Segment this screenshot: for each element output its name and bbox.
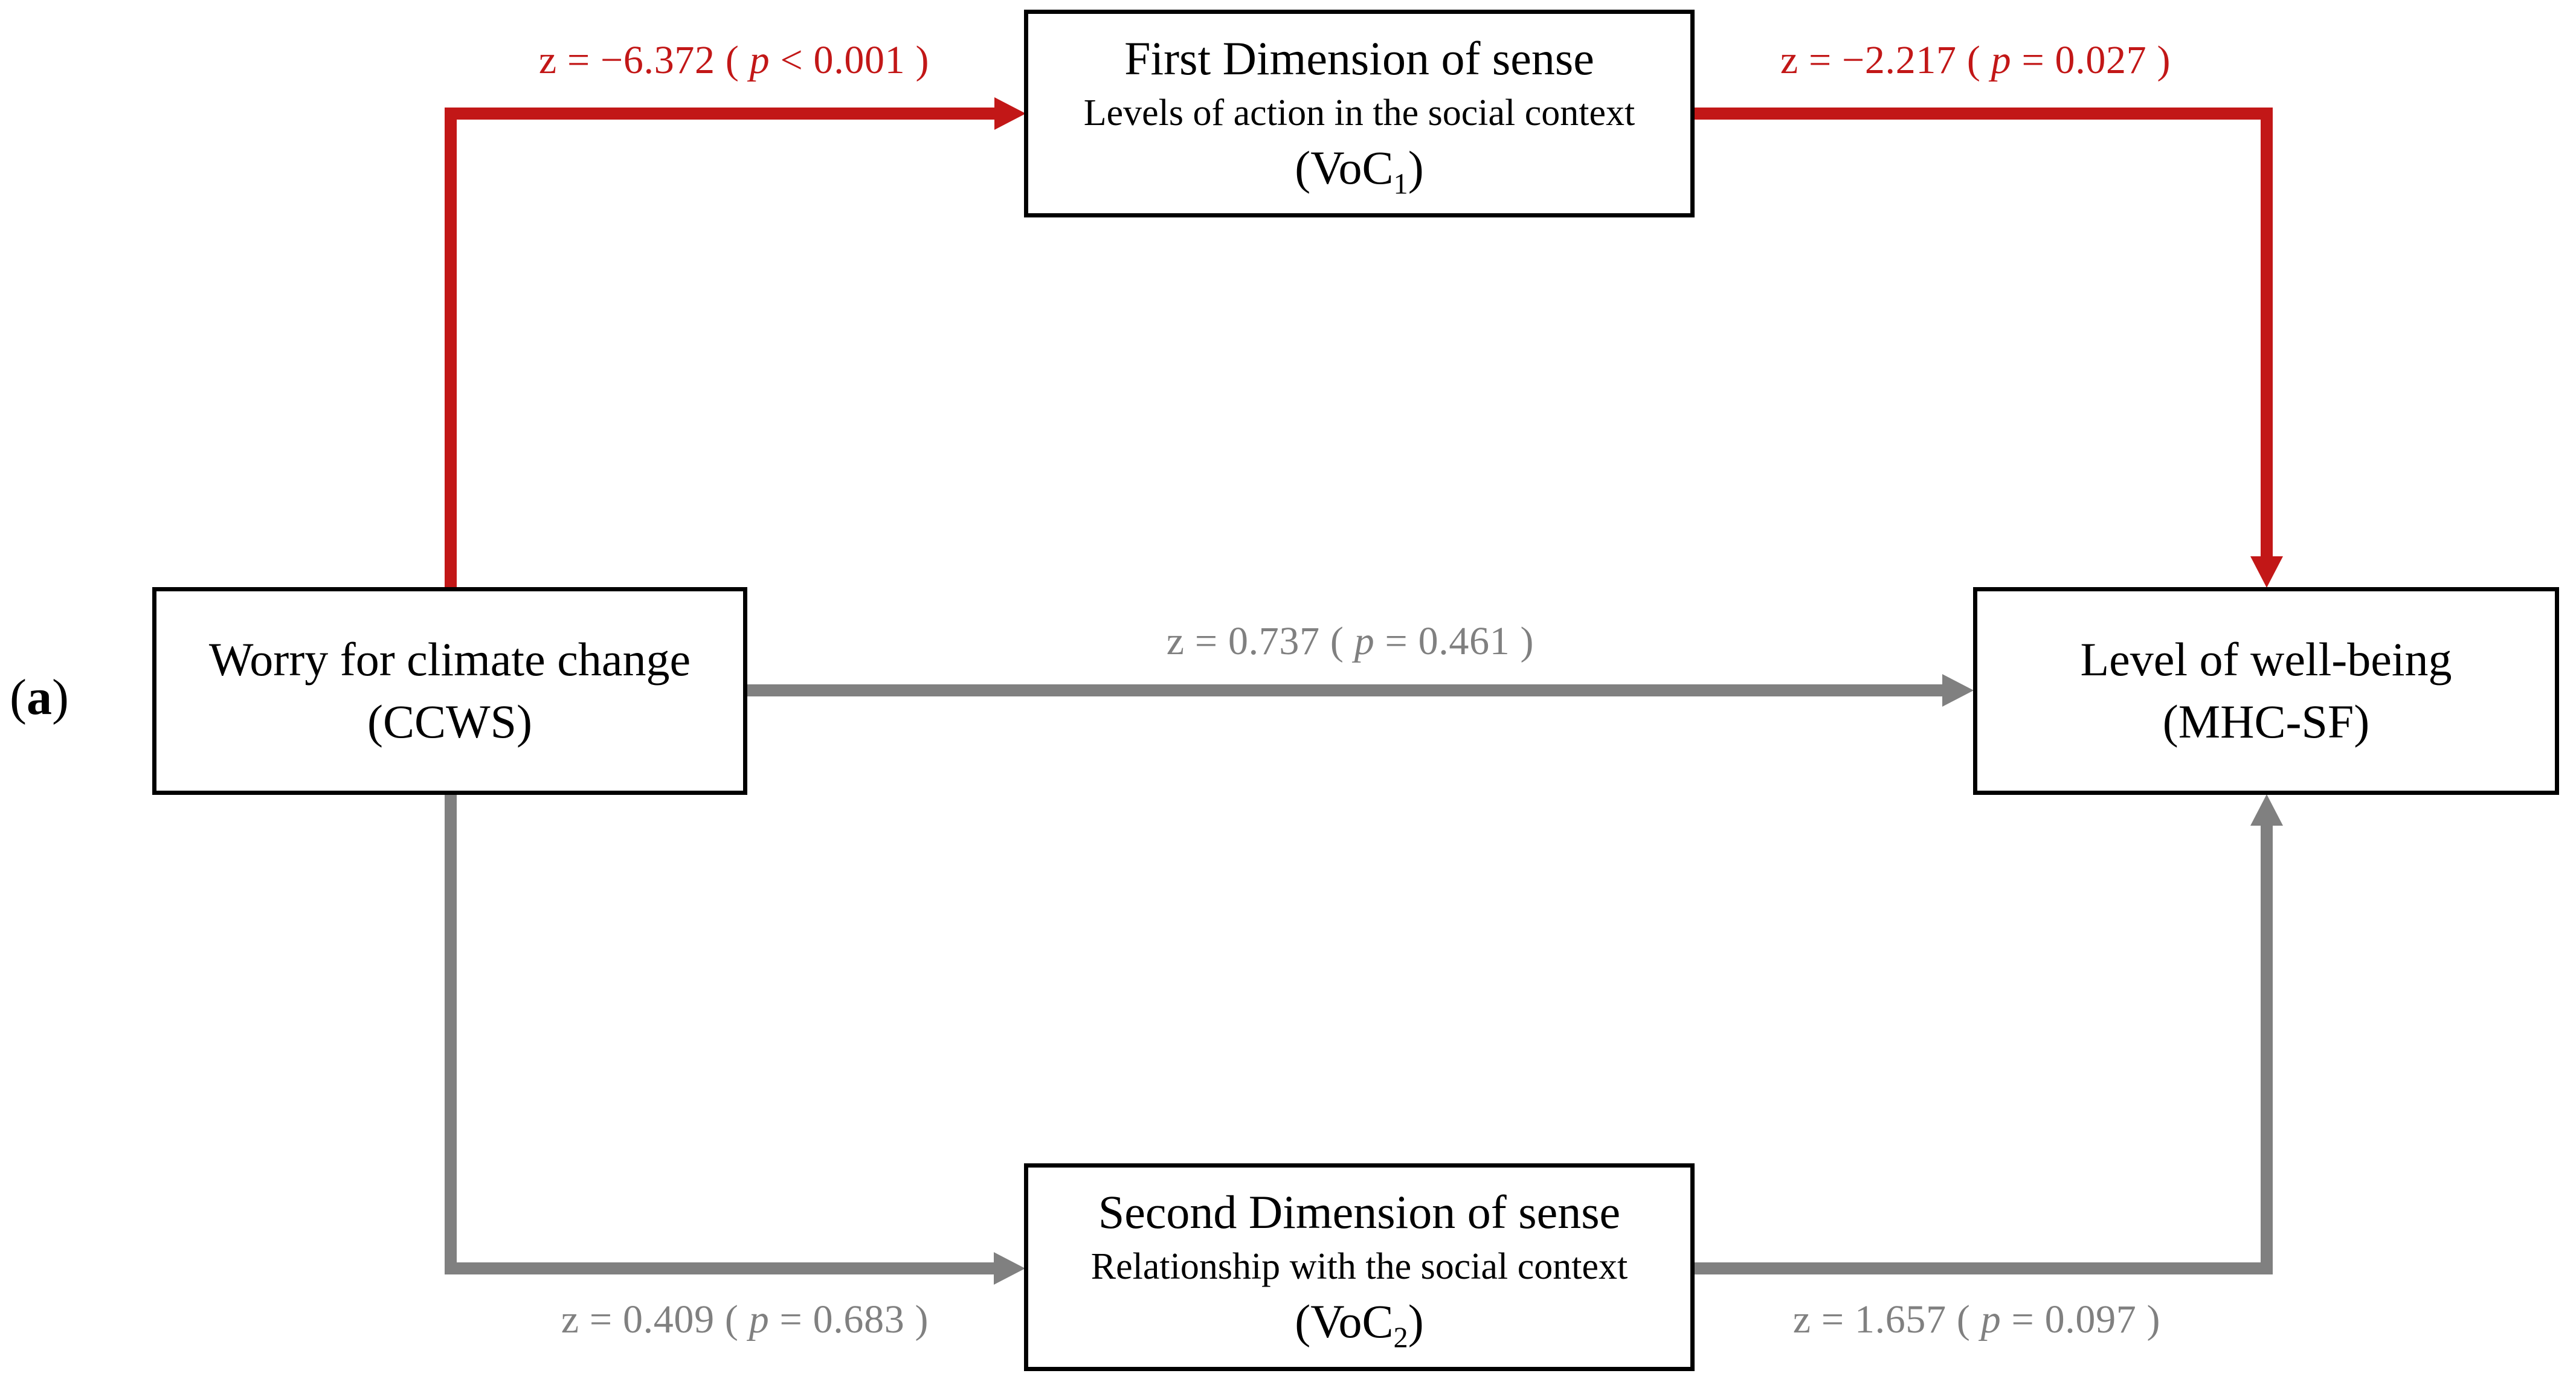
arrow-voc2-to-mhcsf-line — [1690, 822, 2273, 1274]
stat-text: z = −6.372 ( — [538, 38, 750, 82]
p-symbol: p — [1354, 619, 1375, 663]
node-ccws: Worry for climate change (CCWS) — [152, 587, 747, 795]
node-voc2-subtitle: Relationship with the social context — [1090, 1246, 1628, 1288]
voc2-abbr-subscript: 2 — [1393, 1322, 1408, 1354]
p-value: = 0.683 ) — [769, 1297, 929, 1342]
arrow-ccws-to-voc2-head-icon — [994, 1252, 1025, 1285]
node-voc1-subtitle: Levels of action in the social context — [1083, 92, 1635, 134]
voc1-abbr-subscript: 1 — [1393, 168, 1408, 201]
arrow-voc1-to-mhcsf-line — [1690, 108, 2273, 560]
node-voc2-title: Second Dimension of sense — [1098, 1186, 1621, 1239]
arrow-ccws-to-mhcsf-head-icon — [1942, 674, 1974, 707]
paren-close: ) — [51, 669, 69, 725]
node-voc1-title: First Dimension of sense — [1124, 32, 1594, 85]
node-mhcsf: Level of well-being (MHC-SF) — [1973, 587, 2559, 795]
panel-letter: a — [26, 669, 52, 725]
p-symbol: p — [749, 1297, 770, 1342]
figure-panel-label: (a) — [10, 668, 69, 727]
arrow-voc2-to-mhcsf-head-icon — [2250, 794, 2283, 826]
stat-text: z = 0.737 ( — [1166, 619, 1354, 663]
node-mhcsf-abbr: (MHC-SF) — [2162, 695, 2370, 748]
edge-label-ccws-voc2: z = 0.409 ( p = 0.683 ) — [561, 1297, 929, 1343]
stat-text: z = 1.657 ( — [1792, 1297, 1981, 1342]
voc2-abbr-prefix: (VoC — [1295, 1294, 1394, 1348]
p-value: < 0.001 ) — [770, 38, 930, 82]
node-voc1: First Dimension of sense Levels of actio… — [1024, 10, 1695, 217]
edge-label-ccws-voc1: z = −6.372 ( p < 0.001 ) — [539, 37, 929, 83]
stat-text: z = −2.217 ( — [1780, 38, 1991, 82]
voc1-abbr-suffix: ) — [1408, 141, 1424, 194]
p-symbol: p — [1980, 1297, 2001, 1342]
p-value: = 0.461 ) — [1374, 619, 1534, 663]
p-value: = 0.027 ) — [2011, 38, 2171, 82]
edge-label-ccws-mhcsf: z = 0.737 ( p = 0.461 ) — [1167, 619, 1534, 664]
edge-label-voc1-mhcsf: z = −2.217 ( p = 0.027 ) — [1780, 37, 2171, 83]
node-mhcsf-title: Level of well-being — [2080, 633, 2452, 686]
node-voc2: Second Dimension of sense Relationship w… — [1024, 1163, 1695, 1371]
arrow-voc1-to-mhcsf-head-icon — [2250, 556, 2283, 588]
node-ccws-abbr: (CCWS) — [367, 695, 532, 748]
paren-open: ( — [10, 669, 27, 725]
edge-label-voc2-mhcsf: z = 1.657 ( p = 0.097 ) — [1793, 1297, 2160, 1343]
arrow-ccws-to-voc2-line — [445, 792, 997, 1274]
node-ccws-title: Worry for climate change — [208, 633, 691, 686]
arrow-ccws-to-voc1-head-icon — [994, 97, 1026, 130]
arrow-ccws-to-voc1-line — [445, 108, 998, 590]
p-symbol: p — [1991, 38, 2012, 82]
node-voc1-abbr: (VoC1) — [1295, 137, 1423, 199]
node-voc2-abbr: (VoC2) — [1295, 1291, 1423, 1353]
p-symbol: p — [749, 38, 770, 82]
voc2-abbr-suffix: ) — [1408, 1294, 1424, 1348]
stat-text: z = 0.409 ( — [561, 1297, 749, 1342]
p-value: = 0.097 ) — [2001, 1297, 2161, 1342]
voc1-abbr-prefix: (VoC — [1295, 141, 1394, 194]
